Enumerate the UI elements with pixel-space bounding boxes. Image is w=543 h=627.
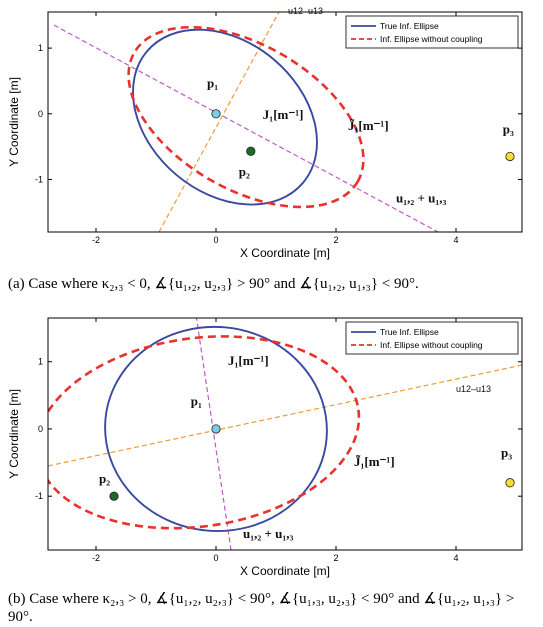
y-tick-label: 1	[38, 43, 43, 53]
caption-a: (a) Case where κ₂,₃ < 0, ∡{u₁,₂, u₂,₃} >…	[8, 276, 419, 292]
annotation-label: p₁	[207, 76, 218, 91]
reference-line	[53, 24, 439, 232]
x-tick-label: -2	[92, 235, 100, 245]
annotation-label: u12–u13	[456, 384, 491, 394]
legend-label: True Inf. Ellipse	[380, 327, 439, 337]
y-tick-label: 1	[38, 357, 43, 367]
anchor-point-marker	[211, 109, 221, 119]
uncoupled-ellipse	[127, 25, 365, 209]
annotation-label: p₂	[99, 471, 110, 486]
annotation-label: u₁,₂ + u₁,₃	[396, 190, 447, 205]
true-ellipse	[132, 28, 318, 206]
anchor-point-marker	[505, 478, 515, 488]
annotation-label: u12–u13	[288, 6, 323, 16]
annotation-label: p₂	[239, 164, 250, 179]
uncoupled-ellipse	[48, 335, 361, 530]
chart-panel-a: u12–u13 p₁ J₁[m⁻¹] J̃₁[m⁻¹] p₂ p₃ u₁,₂ + u₁,₃ -…	[7, 6, 523, 260]
true-ellipse	[104, 325, 328, 532]
anchor-point-marker	[505, 151, 515, 162]
annotation-label: p₃	[503, 121, 514, 136]
annotation-label: p₃	[501, 445, 512, 460]
chart-panel-b: J₁[m⁻¹] p₁ u12–u13 J̃₁[m⁻¹] p₂ p₃ u₁,₂ + u₁,₃ -…	[7, 317, 523, 578]
annotation-label: p₁	[191, 393, 202, 408]
annotation-label: J₁[m⁻¹]	[263, 107, 304, 122]
x-tick-label: 2	[333, 235, 338, 245]
legend-box	[345, 15, 519, 49]
legend: True Inf. Ellipse Inf. Ellipse without co…	[345, 15, 519, 49]
annotation-label: J̃₁[m⁻¹]	[348, 118, 389, 133]
y-tick-label: 0	[38, 424, 43, 434]
annotation-label: J₁[m⁻¹]	[228, 353, 269, 368]
anchor-point-marker	[211, 424, 221, 434]
y-axis-label: Y Coordinate [m]	[7, 77, 21, 167]
y-tick-label: -1	[35, 491, 43, 501]
x-tick-label: 0	[213, 235, 218, 245]
annotation-label: u₁,₂ + u₁,₃	[243, 526, 294, 541]
legend-label: Inf. Ellipse without coupling	[380, 34, 483, 44]
y-tick-label: -1	[35, 174, 43, 184]
legend: True Inf. Ellipse Inf. Ellipse without co…	[345, 321, 519, 355]
y-tick-label: 0	[38, 109, 43, 119]
anchor-point-marker	[109, 491, 119, 501]
caption-b: (b) Case where κ₂,₃ > 0, ∡{u₁,₂, u₂,₃} <…	[8, 591, 515, 625]
annotation-label: J̃₁[m⁻¹]	[354, 454, 395, 469]
anchor-point-marker	[246, 146, 256, 156]
x-tick-label: 2	[333, 553, 338, 563]
reference-line	[48, 364, 522, 467]
x-tick-label: -2	[92, 553, 100, 563]
legend-label: True Inf. Ellipse	[380, 21, 439, 31]
y-axis-label: Y Coordinate [m]	[7, 389, 21, 479]
plot-frame	[47, 317, 523, 551]
legend-box	[345, 321, 519, 355]
plot-frame	[47, 11, 523, 233]
x-axis-label: X Coordinate [m]	[240, 564, 330, 578]
x-tick-label: 4	[453, 235, 458, 245]
x-tick-label: 4	[453, 553, 458, 563]
legend-label: Inf. Ellipse without coupling	[380, 340, 483, 350]
plot-area	[53, 12, 439, 232]
x-tick-label: 0	[213, 553, 218, 563]
x-axis-label: X Coordinate [m]	[240, 246, 330, 260]
